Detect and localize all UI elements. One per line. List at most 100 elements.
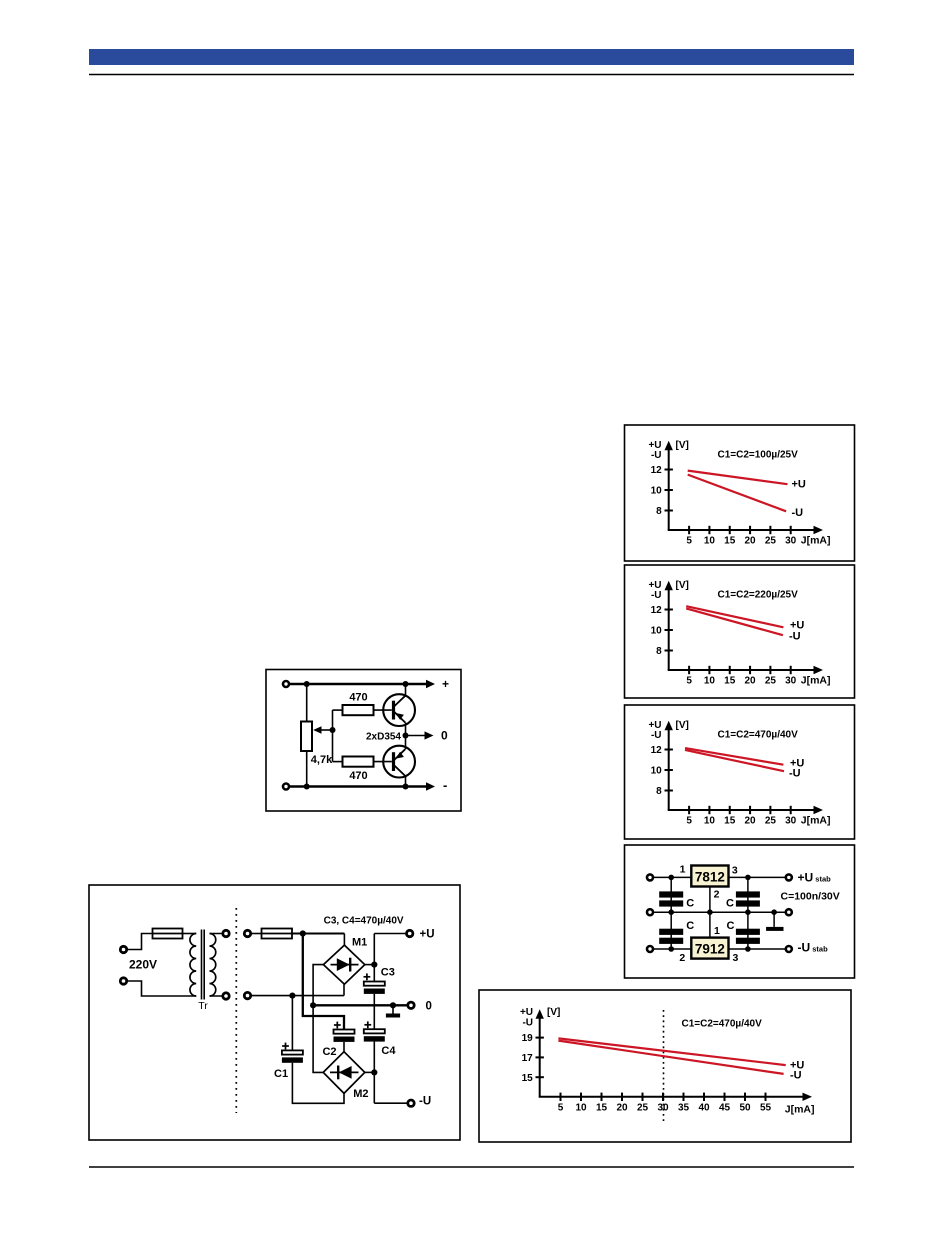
svg-text:+U: +U [792,479,806,491]
svg-text:10: 10 [651,626,663,637]
svg-text:C: C [727,920,735,932]
svg-text:25: 25 [765,676,777,687]
svg-text:-U: -U [651,450,662,461]
svg-text:-U: -U [651,730,662,741]
svg-text:10: 10 [651,486,663,497]
svg-text:5: 5 [686,816,692,827]
svg-text:1: 1 [714,925,720,937]
svg-text:+U: +U [648,440,661,451]
svg-text:15: 15 [596,1103,608,1114]
svg-text:7912: 7912 [695,942,725,957]
svg-text:+U stab: +U stab [798,870,832,884]
svg-text:Tr: Tr [198,1000,208,1012]
svg-text:8: 8 [656,646,662,657]
svg-text:C1=C2=470µ/40V: C1=C2=470µ/40V [718,730,799,741]
svg-text:+U: +U [790,620,804,632]
svg-text:15: 15 [522,1073,534,1084]
svg-text:220V: 220V [129,958,157,972]
svg-text:2: 2 [679,952,685,964]
svg-text:2: 2 [714,889,720,901]
svg-text:C1=C2=100µ/25V: C1=C2=100µ/25V [718,450,799,461]
svg-text:+U: +U [648,580,661,591]
svg-text:12: 12 [651,465,663,476]
svg-text:C4: C4 [381,1045,396,1057]
svg-text:10: 10 [704,676,716,687]
svg-text:-U: -U [522,1018,533,1029]
svg-text:-U: -U [790,1069,802,1081]
svg-text:+U: +U [648,720,661,731]
svg-text:[V]: [V] [676,720,689,731]
svg-text:+: + [442,677,449,691]
svg-text:7812: 7812 [695,870,725,885]
svg-text:30: 30 [657,1103,669,1114]
svg-text:20: 20 [744,816,756,827]
svg-text:30: 30 [785,676,797,687]
svg-text:[V]: [V] [547,1007,560,1018]
svg-text:5: 5 [686,536,692,547]
svg-text:+U: +U [520,1007,533,1018]
svg-text:15: 15 [724,536,736,547]
svg-text:C1=C2=220µ/25V: C1=C2=220µ/25V [718,590,799,601]
svg-text:30: 30 [785,816,797,827]
svg-text:55: 55 [760,1103,772,1114]
svg-text:J[mA]: J[mA] [801,815,831,827]
svg-text:30: 30 [785,536,797,547]
svg-text:C3: C3 [381,967,395,979]
svg-text:12: 12 [651,745,663,756]
svg-text:5: 5 [686,676,692,687]
svg-text:M1: M1 [352,936,367,948]
svg-text:19: 19 [522,1033,534,1044]
svg-text:5: 5 [558,1103,564,1114]
svg-text:J[mA]: J[mA] [801,675,831,687]
svg-text:35: 35 [678,1103,690,1114]
svg-text:-: - [443,778,447,793]
svg-text:-U stab: -U stab [798,941,829,955]
svg-text:-U: -U [651,590,662,601]
svg-text:25: 25 [637,1103,649,1114]
svg-text:-U: -U [789,768,801,780]
svg-text:-U: -U [792,507,804,519]
svg-text:C: C [726,898,734,910]
svg-text:M2: M2 [353,1088,368,1100]
svg-text:+U: +U [790,757,804,769]
svg-text:40: 40 [698,1103,710,1114]
svg-text:J[mA]: J[mA] [801,535,831,547]
svg-text:[V]: [V] [676,440,689,451]
svg-text:25: 25 [765,816,777,827]
svg-text:[V]: [V] [676,580,689,591]
svg-text:C: C [686,920,694,932]
svg-text:+U: +U [420,929,435,941]
svg-text:3: 3 [732,864,738,876]
svg-text:45: 45 [719,1103,731,1114]
svg-text:10: 10 [704,536,716,547]
svg-text:25: 25 [765,536,777,547]
svg-text:0: 0 [441,729,448,743]
svg-text:0: 0 [426,1000,432,1012]
svg-text:C2: C2 [322,1046,336,1058]
svg-text:50: 50 [739,1103,751,1114]
svg-text:470: 470 [349,770,367,782]
svg-text:10: 10 [575,1103,587,1114]
svg-text:8: 8 [656,786,662,797]
svg-text:C=100n/30V: C=100n/30V [781,891,840,903]
svg-text:C: C [686,898,694,910]
svg-text:-U: -U [419,1096,431,1108]
svg-text:J[mA]: J[mA] [785,1104,815,1116]
svg-text:2xD354: 2xD354 [366,731,401,742]
svg-text:470: 470 [349,692,367,704]
svg-text:3: 3 [732,952,738,964]
svg-text:+U: +U [790,1060,804,1072]
svg-text:17: 17 [522,1053,534,1064]
svg-text:20: 20 [744,536,756,547]
svg-text:-U: -U [789,631,801,643]
svg-text:15: 15 [724,816,736,827]
svg-text:10: 10 [704,816,716,827]
svg-text:C1: C1 [274,1068,288,1080]
svg-text:20: 20 [744,676,756,687]
svg-text:10: 10 [651,766,663,777]
svg-text:1: 1 [680,863,686,875]
svg-text:C1=C2=470µ/40V: C1=C2=470µ/40V [682,1019,763,1030]
svg-text:20: 20 [616,1103,628,1114]
svg-text:8: 8 [656,506,662,517]
svg-text:15: 15 [724,676,736,687]
